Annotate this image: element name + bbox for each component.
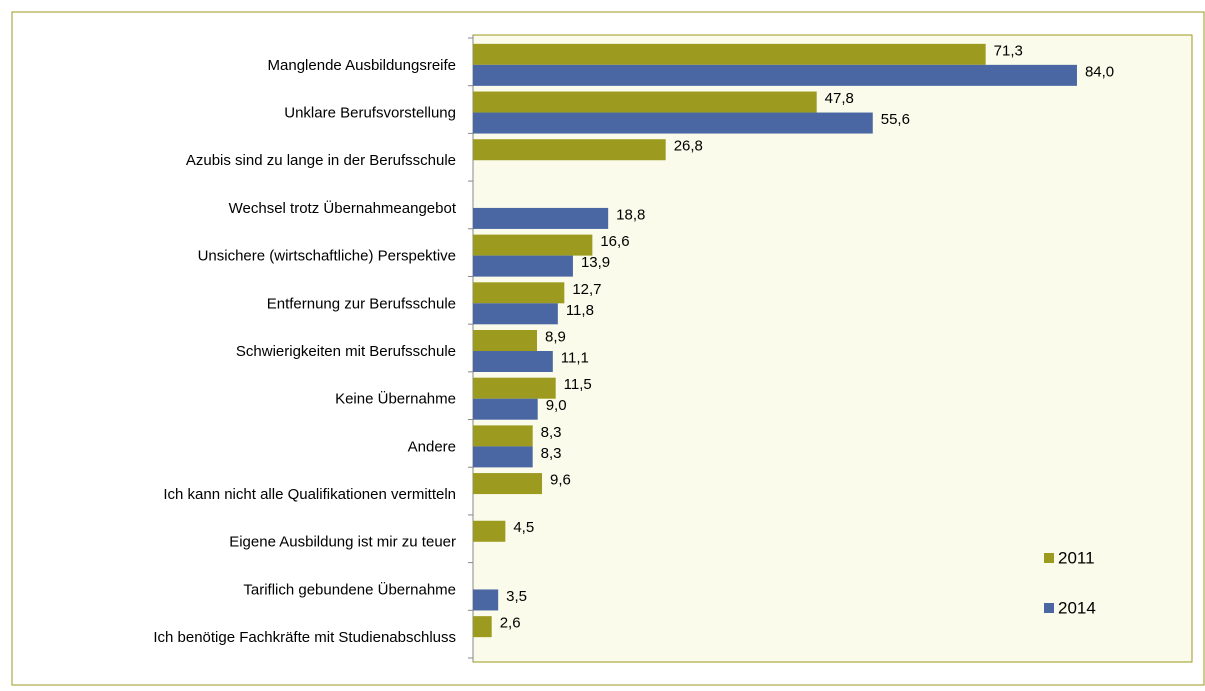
value-label: 8,3	[541, 445, 562, 462]
category-label: Tariflich gebundene Übernahme	[243, 580, 456, 598]
bar	[473, 207, 609, 229]
value-label: 11,8	[566, 302, 594, 319]
legend-label: 2014	[1058, 598, 1096, 617]
bar	[473, 112, 873, 134]
value-label: 12,7	[572, 281, 601, 298]
bar	[473, 473, 543, 495]
value-label: 9,6	[550, 472, 571, 489]
bar	[473, 255, 573, 277]
value-label: 11,1	[561, 349, 589, 366]
value-label: 3,5	[506, 588, 527, 605]
category-label: Manglende Ausbildungsreife	[268, 57, 456, 74]
value-label: 26,8	[674, 138, 703, 155]
category-label: Keine Übernahme	[335, 390, 456, 408]
legend-swatch	[1044, 553, 1054, 563]
value-label: 16,6	[600, 233, 629, 250]
category-label: Ich kann nicht alle Qualifikationen verm…	[163, 486, 456, 503]
bar	[473, 589, 499, 611]
bar	[473, 425, 533, 447]
category-label: Azubis sind zu lange in der Berufsschule	[186, 152, 456, 169]
value-label: 47,8	[825, 90, 854, 107]
legend-label: 2011	[1058, 548, 1095, 567]
bar	[473, 377, 556, 399]
value-label: 13,9	[581, 254, 610, 271]
category-label: Wechsel trotz Übernahmeangebot	[229, 199, 457, 217]
value-label: 71,3	[994, 42, 1023, 59]
category-label: Ich benötige Fachkräfte mit Studienabsch…	[153, 629, 456, 646]
category-label: Schwierigkeiten mit Berufsschule	[236, 343, 456, 360]
bar	[473, 139, 666, 161]
value-label: 84,0	[1085, 63, 1114, 80]
category-label: Unsichere (wirtschaftliche) Perspektive	[198, 248, 456, 265]
category-label: Entfernung zur Berufsschule	[267, 295, 456, 312]
legend-swatch	[1044, 603, 1054, 613]
value-label: 11,5	[564, 376, 592, 393]
value-label: 8,3	[541, 424, 562, 441]
bar	[473, 43, 986, 65]
category-label: Unklare Berufsvorstellung	[284, 105, 456, 122]
bar	[473, 234, 593, 256]
bar	[473, 351, 553, 372]
bar	[473, 91, 817, 113]
value-label: 8,9	[545, 328, 566, 345]
category-label: Andere	[408, 438, 456, 455]
value-label: 18,8	[616, 206, 645, 223]
bar	[473, 398, 538, 420]
value-label: 4,5	[513, 519, 534, 536]
bar	[473, 330, 537, 351]
bar	[473, 616, 492, 638]
category-label: Eigene Ausbildung ist mir zu teuer	[229, 534, 456, 551]
value-label: 2,6	[500, 615, 521, 632]
bar	[473, 446, 533, 468]
value-label: 9,0	[546, 397, 567, 414]
bar	[473, 282, 565, 304]
value-label: 55,6	[881, 111, 910, 128]
bar	[473, 303, 558, 325]
bar	[473, 520, 506, 542]
bar	[473, 64, 1077, 86]
